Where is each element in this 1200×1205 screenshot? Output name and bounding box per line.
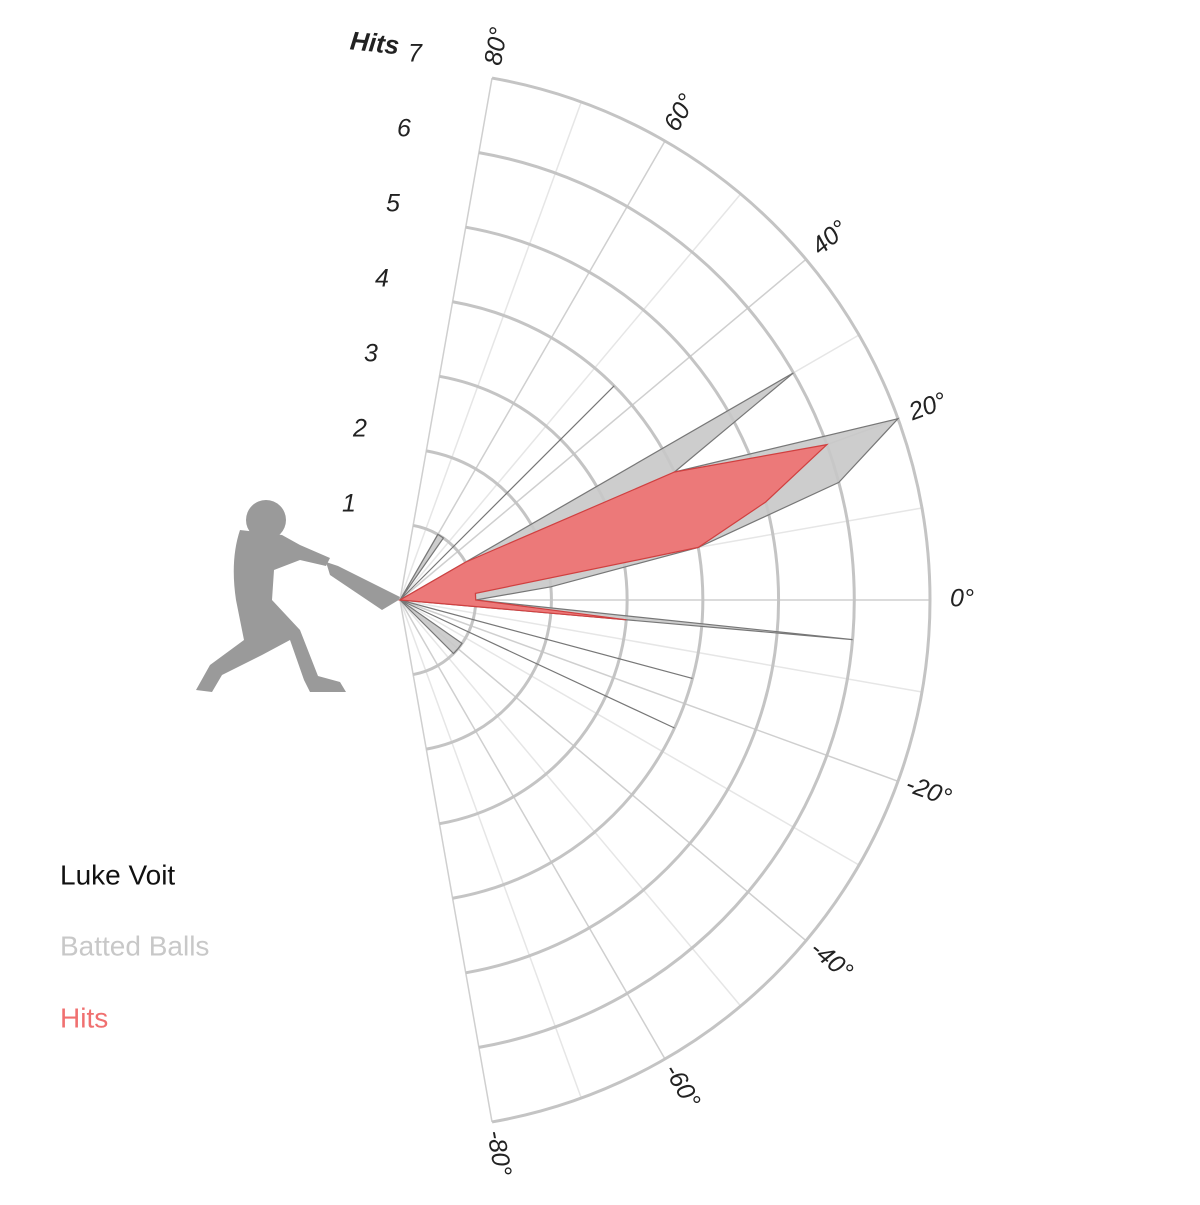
grid-line (399, 599, 899, 782)
ring (426, 449, 553, 751)
minor-grid-line (399, 599, 860, 866)
ring (478, 151, 856, 1049)
radial-axis-label: Hits (349, 25, 401, 60)
angle-tick-label: -60° (659, 1059, 706, 1113)
angle-tick-label: -80° (481, 1128, 517, 1178)
radial-tick-label: 1 (342, 490, 356, 518)
radial-tick-label: 5 (386, 190, 400, 218)
grid-line (399, 77, 493, 601)
legend-label: Batted Balls (60, 930, 209, 961)
grid (399, 76, 932, 1124)
legend-title: Luke Voit (60, 859, 175, 890)
angle-tick-label: 20° (904, 387, 950, 427)
angle-tick-label: 0° (950, 585, 974, 613)
angle-tick-label: 40° (806, 215, 853, 261)
angle-tick-label: -20° (902, 770, 955, 812)
grid-line (399, 599, 807, 942)
radial-tick-label: 4 (375, 265, 389, 293)
minor-grid-line (399, 599, 923, 693)
minor-grid-line (399, 101, 582, 601)
ring (465, 225, 781, 975)
legend-label: Hits (60, 1002, 108, 1033)
radial-tick-label: 7 (408, 40, 423, 68)
angle-tick-label: 60° (658, 89, 701, 136)
angle-tick-label: -40° (805, 935, 858, 986)
grid-line (399, 599, 666, 1060)
minor-grid-line (399, 193, 742, 601)
grid-line (399, 599, 493, 1123)
ring (452, 300, 705, 900)
minor-grid-line (399, 599, 582, 1099)
radial-tick-label: 6 (397, 115, 411, 143)
grid-line (399, 140, 666, 601)
radial-tick-label: 3 (364, 340, 378, 368)
angle-tick-label: 80° (479, 25, 513, 67)
area (398, 443, 829, 621)
grid-line (399, 258, 807, 601)
ring (439, 374, 629, 826)
radial-tick-label: 2 (352, 415, 367, 443)
ring (491, 76, 932, 1124)
minor-grid-line (399, 599, 742, 1007)
batter-silhouette (196, 500, 402, 692)
